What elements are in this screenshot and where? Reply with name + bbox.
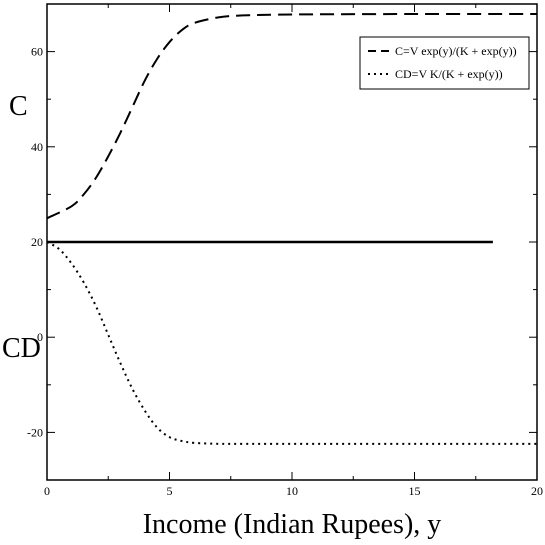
tick-group: 0 5 10 15 20 -20 0 20 40 60	[27, 3, 543, 498]
y-tick-label: -20	[27, 425, 43, 439]
y-axis-label-cd: CD	[2, 333, 41, 364]
y-tick-label: 20	[31, 235, 43, 249]
series-line-dotted	[46, 241, 537, 445]
x-tick-label: 10	[286, 484, 298, 498]
legend: C=V exp(y)/(K + exp(y)) CD=V K/(K + exp(…	[359, 36, 530, 90]
y-tick-label: 0	[37, 330, 43, 344]
series-layer	[46, 12, 538, 445]
legend-label-cd: CD=V K/(K + exp(y))	[395, 67, 503, 81]
x-tick-label: 20	[531, 484, 543, 498]
x-tick-label: 0	[44, 484, 50, 498]
y-axis-label-c: C	[9, 91, 28, 122]
series-line-dashed	[46, 12, 538, 220]
legend-box	[359, 36, 530, 90]
x-axis-label: Income (Indian Rupees), y	[143, 509, 442, 540]
y-tick-label: 40	[31, 140, 43, 154]
x-tick-label: 15	[409, 484, 421, 498]
x-tick-label: 5	[167, 484, 173, 498]
legend-label-c: C=V exp(y)/(K + exp(y))	[395, 44, 517, 58]
y-tick-label: 60	[31, 45, 43, 59]
